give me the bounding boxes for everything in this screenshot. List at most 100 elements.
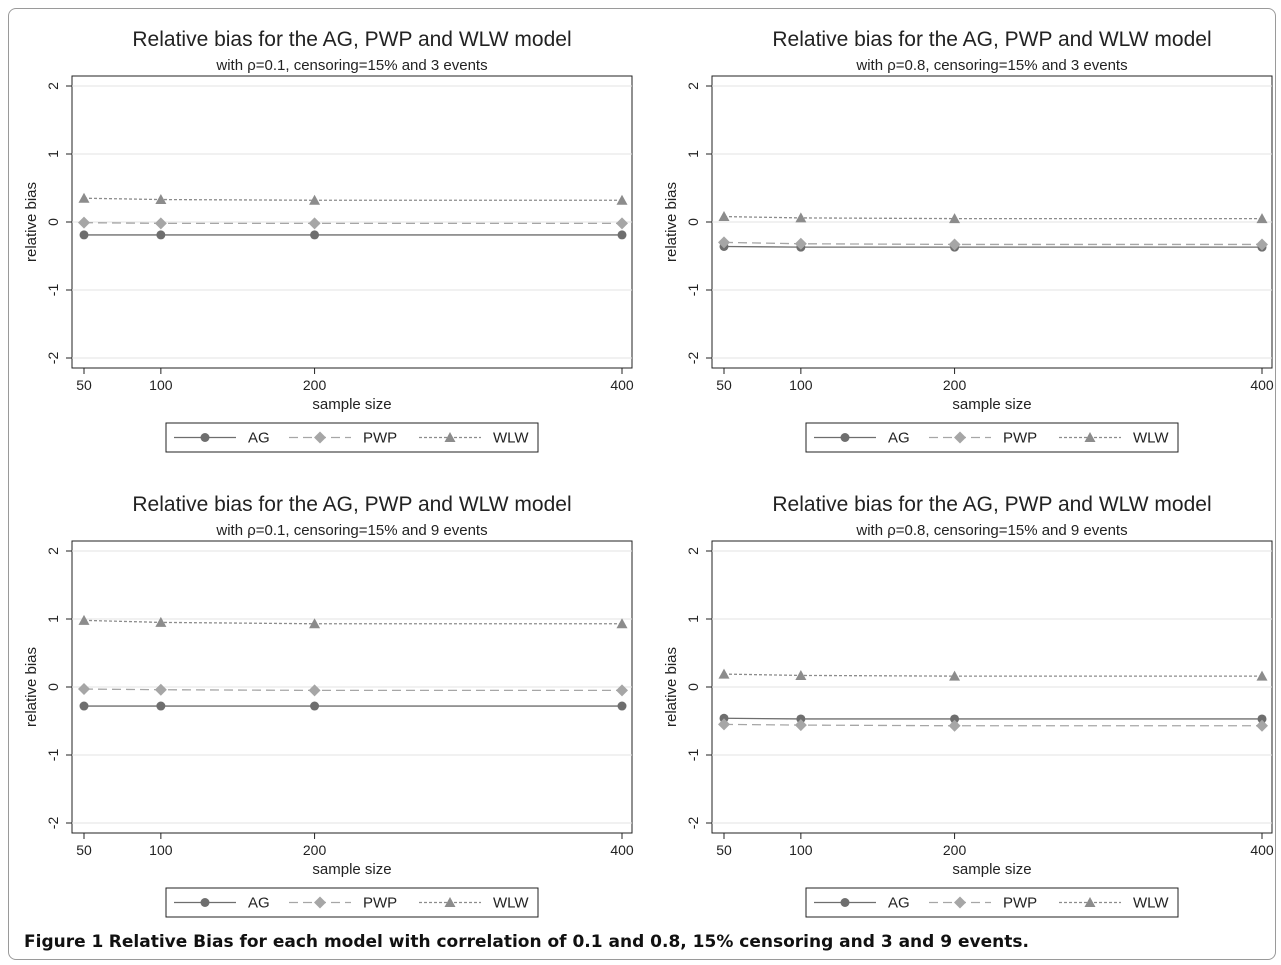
chart-subtitle: with ρ=0.1, censoring=15% and 9 events [215, 522, 487, 539]
data-point-wlw [718, 668, 730, 679]
series-wlw [78, 192, 628, 205]
data-point-wlw [78, 192, 90, 203]
data-point-wlw [795, 669, 807, 680]
series-line-ag [723, 245, 1262, 248]
y-tick-label: 2 [45, 82, 61, 90]
data-point-wlw [616, 194, 628, 205]
y-tick-label: 1 [685, 150, 701, 158]
y-axis-label: relative bias [23, 647, 40, 727]
legend-marker-wlw [444, 432, 456, 442]
series-pwp [718, 236, 1268, 251]
data-point-ag [1257, 714, 1267, 724]
data-point-pwp [154, 683, 167, 696]
legend-label-ag: AG [248, 430, 270, 447]
chart-4: Relative bias for the AG, PWP and WLW mo… [663, 493, 1274, 918]
y-axis-label: relative bias [663, 182, 680, 262]
data-point-wlw [1256, 213, 1268, 224]
data-point-ag [719, 713, 729, 723]
x-tick-label: 200 [303, 842, 327, 858]
y-axis-label: relative bias [23, 182, 40, 262]
y-tick-label: 1 [685, 615, 701, 623]
chart-title: Relative bias for the AG, PWP and WLW mo… [772, 493, 1211, 516]
data-point-pwp [308, 217, 321, 230]
chart-panel-4: Relative bias for the AG, PWP and WLW mo… [640, 465, 1280, 930]
x-tick-label: 100 [149, 842, 173, 858]
chart-title: Relative bias for the AG, PWP and WLW mo… [772, 28, 1211, 51]
data-point-ag [796, 714, 806, 724]
legend-label-ag: AG [888, 895, 910, 912]
y-tick-label: 0 [685, 683, 701, 691]
data-point-pwp [948, 238, 961, 251]
legend-marker-ag [200, 898, 210, 907]
series-wlw [718, 668, 1268, 681]
x-tick-label: 50 [76, 842, 92, 858]
series-wlw [718, 211, 1268, 224]
data-point-pwp [616, 684, 628, 697]
y-tick-label: -1 [45, 284, 61, 297]
data-point-wlw [718, 211, 730, 222]
x-tick-label: 400 [1250, 842, 1274, 858]
series-line-pwp [83, 688, 622, 692]
legend-label-wlw: WLW [1133, 895, 1169, 912]
x-tick-label: 400 [610, 377, 634, 393]
x-tick-label: 50 [716, 377, 732, 393]
x-axis-label: sample size [952, 861, 1031, 878]
data-point-ag [156, 701, 166, 711]
x-tick-label: 400 [1250, 377, 1274, 393]
y-tick-label: 2 [45, 547, 61, 555]
series-line-pwp [723, 241, 1262, 246]
legend: AG PWP WLW [165, 887, 539, 918]
data-point-wlw [1256, 670, 1268, 681]
figure-frame [8, 8, 1276, 960]
data-point-pwp [154, 217, 167, 230]
figure-caption-text: Relative Bias for each model with correl… [108, 932, 1029, 952]
x-tick-label: 100 [789, 842, 813, 858]
chart-panel-3: Relative bias for the AG, PWP and WLW mo… [0, 465, 640, 930]
data-point-ag [79, 230, 89, 240]
legend-label-ag: AG [888, 430, 910, 447]
data-point-wlw [309, 618, 321, 629]
legend-marker-pwp [954, 431, 966, 444]
series-line-ag [723, 717, 1262, 720]
series-ag [79, 701, 627, 711]
data-point-pwp [718, 718, 730, 731]
series-pwp [78, 216, 628, 230]
series-line-pwp [83, 222, 622, 225]
series-ag [79, 230, 627, 240]
data-point-pwp [78, 216, 90, 229]
data-point-pwp [1256, 719, 1268, 732]
data-point-ag [310, 701, 320, 711]
y-tick-label: -1 [685, 749, 701, 762]
data-point-pwp [718, 236, 730, 249]
data-point-ag [156, 230, 166, 240]
legend-label-pwp: PWP [1003, 895, 1037, 912]
data-point-ag [950, 714, 960, 724]
legend-marker-ag [840, 898, 850, 907]
chart-2: Relative bias for the AG, PWP and WLW mo… [663, 28, 1274, 453]
x-axis-label: sample size [952, 396, 1031, 413]
data-point-pwp [794, 237, 807, 250]
x-tick-label: 200 [943, 842, 967, 858]
legend-marker-ag [200, 433, 210, 442]
y-tick-label: -2 [45, 817, 61, 830]
legend-label-wlw: WLW [493, 430, 529, 447]
chart-3: Relative bias for the AG, PWP and WLW mo… [23, 493, 634, 918]
y-tick-label: 1 [45, 615, 61, 623]
chart-title: Relative bias for the AG, PWP and WLW mo… [132, 28, 571, 51]
data-point-wlw [155, 616, 167, 627]
series-ag [719, 713, 1267, 724]
legend-label-wlw: WLW [1133, 430, 1169, 447]
chart-subtitle: with ρ=0.8, censoring=15% and 9 events [855, 522, 1127, 539]
legend: AG PWP WLW [165, 422, 539, 453]
y-tick-label: -2 [685, 817, 701, 830]
legend-marker-pwp [314, 896, 326, 909]
y-tick-label: 0 [685, 218, 701, 226]
data-point-pwp [794, 719, 807, 732]
x-tick-label: 200 [303, 377, 327, 393]
data-point-ag [617, 230, 627, 240]
x-tick-label: 100 [149, 377, 173, 393]
data-point-pwp [308, 684, 321, 697]
chart-panel-1: Relative bias for the AG, PWP and WLW mo… [0, 0, 640, 465]
data-point-wlw [949, 670, 961, 681]
legend: AG PWP WLW [805, 422, 1179, 453]
